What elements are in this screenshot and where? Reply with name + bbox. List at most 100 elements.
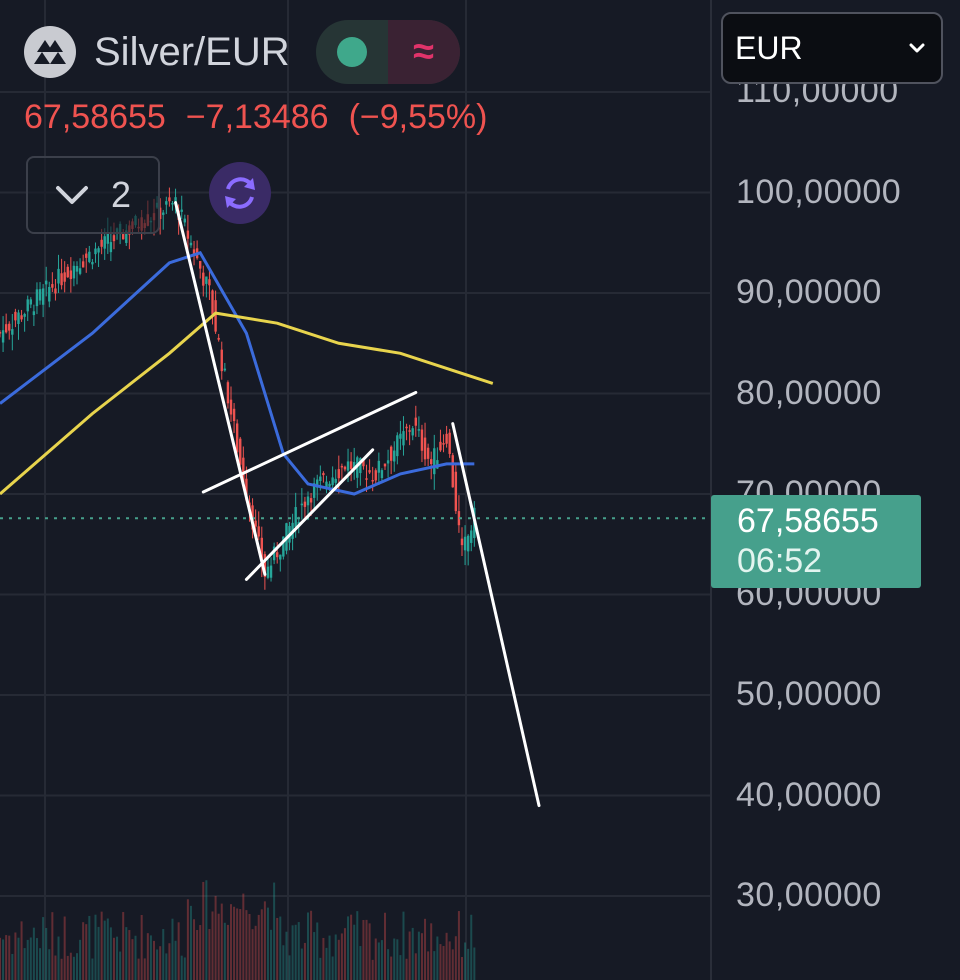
- volume-bar: [162, 929, 165, 980]
- volume-bar: [303, 942, 306, 980]
- volume-bar: [405, 958, 408, 980]
- candle: [23, 312, 26, 332]
- volume-bar: [57, 936, 60, 980]
- candle: [445, 425, 448, 448]
- volume-bar: [97, 926, 100, 980]
- volume-bar: [408, 931, 411, 980]
- trend-line[interactable]: [451, 422, 541, 808]
- volume-bar: [340, 933, 343, 980]
- candle: [322, 471, 325, 483]
- candle: [269, 557, 273, 582]
- volume-bar: [82, 922, 85, 980]
- volume-bar: [217, 913, 220, 980]
- candle: [88, 245, 91, 264]
- volume-bar: [168, 943, 171, 980]
- candle: [35, 282, 39, 315]
- candle: [417, 416, 421, 437]
- volume-bar: [85, 924, 88, 980]
- candle: [57, 254, 60, 293]
- symbol-title[interactable]: Silver/EUR: [94, 29, 290, 74]
- candle: [162, 209, 165, 230]
- volume-bar: [417, 931, 420, 980]
- candle: [186, 214, 190, 252]
- candle: [463, 525, 467, 566]
- volume-bar: [94, 914, 97, 980]
- volume-bar: [149, 935, 152, 980]
- price-axis-label: 80,00000: [736, 373, 882, 412]
- candle: [205, 276, 208, 298]
- volume-bar: [451, 949, 454, 980]
- volume-bar: [196, 929, 199, 980]
- currency-select[interactable]: EUR: [721, 12, 943, 84]
- candle: [26, 295, 29, 322]
- volume-bar: [356, 911, 359, 980]
- trend-line[interactable]: [201, 390, 418, 494]
- volume-bar: [35, 938, 38, 980]
- candle: [165, 196, 168, 215]
- price-change-percent: (−9,55%): [348, 98, 488, 136]
- trend-line[interactable]: [244, 448, 375, 581]
- volume-bar: [0, 937, 1, 980]
- candle: [75, 261, 79, 285]
- candle: [192, 240, 196, 266]
- volume-bar: [119, 951, 122, 980]
- volume-bar: [91, 958, 94, 980]
- trend-lines[interactable]: [174, 201, 541, 808]
- volume-bar: [254, 925, 257, 980]
- candle: [393, 441, 396, 472]
- indicators-collapse-button[interactable]: 2: [26, 156, 160, 234]
- candlesticks: [0, 187, 476, 590]
- candle: [316, 474, 319, 501]
- volume-bar: [211, 911, 214, 980]
- candle: [195, 240, 199, 260]
- candle: [454, 464, 458, 514]
- candle: [32, 304, 36, 327]
- price-axis-label: 50,00000: [736, 675, 882, 713]
- candle: [97, 246, 100, 267]
- volume-bar: [193, 919, 196, 980]
- volume-bar: [220, 903, 223, 980]
- candle: [439, 429, 442, 452]
- candle: [69, 257, 73, 293]
- candle: [260, 526, 263, 578]
- candle: [380, 468, 384, 481]
- candle: [411, 425, 414, 441]
- volume-bar: [153, 940, 155, 980]
- candle: [337, 455, 340, 494]
- candle: [442, 434, 445, 453]
- candle: [402, 416, 405, 456]
- wave-indicator-icon: ≈: [413, 30, 435, 73]
- candle: [276, 542, 279, 564]
- price-axis-label: 40,00000: [736, 775, 882, 814]
- volume-bar: [331, 956, 334, 980]
- volume-bar: [420, 933, 423, 980]
- candle: [72, 261, 76, 287]
- candle: [448, 428, 451, 458]
- chevron-down-icon: [55, 186, 88, 204]
- volume-bar: [470, 914, 473, 980]
- trend-line[interactable]: [174, 201, 267, 576]
- volume-bar: [122, 912, 125, 980]
- candle: [63, 261, 66, 293]
- candle: [374, 468, 377, 486]
- replay-marker[interactable]: [209, 162, 271, 224]
- volume-bar: [174, 940, 177, 980]
- candle: [0, 330, 2, 338]
- current-price-tag: 67,58655 06:52: [711, 495, 921, 588]
- candle: [54, 279, 57, 301]
- volume-bar: [263, 901, 266, 980]
- volume-bar: [230, 904, 232, 980]
- volume-bar: [205, 880, 208, 980]
- volume-bar: [316, 922, 319, 980]
- volume-bar: [291, 925, 294, 980]
- volume-bar: [319, 957, 322, 980]
- candle: [183, 214, 186, 227]
- volume-bar: [137, 958, 140, 980]
- candle: [48, 281, 51, 308]
- candle: [20, 309, 23, 322]
- market-status-pill[interactable]: ≈: [315, 20, 460, 84]
- volume-bar: [393, 938, 396, 980]
- volume-bar: [380, 940, 383, 980]
- candle: [460, 527, 464, 556]
